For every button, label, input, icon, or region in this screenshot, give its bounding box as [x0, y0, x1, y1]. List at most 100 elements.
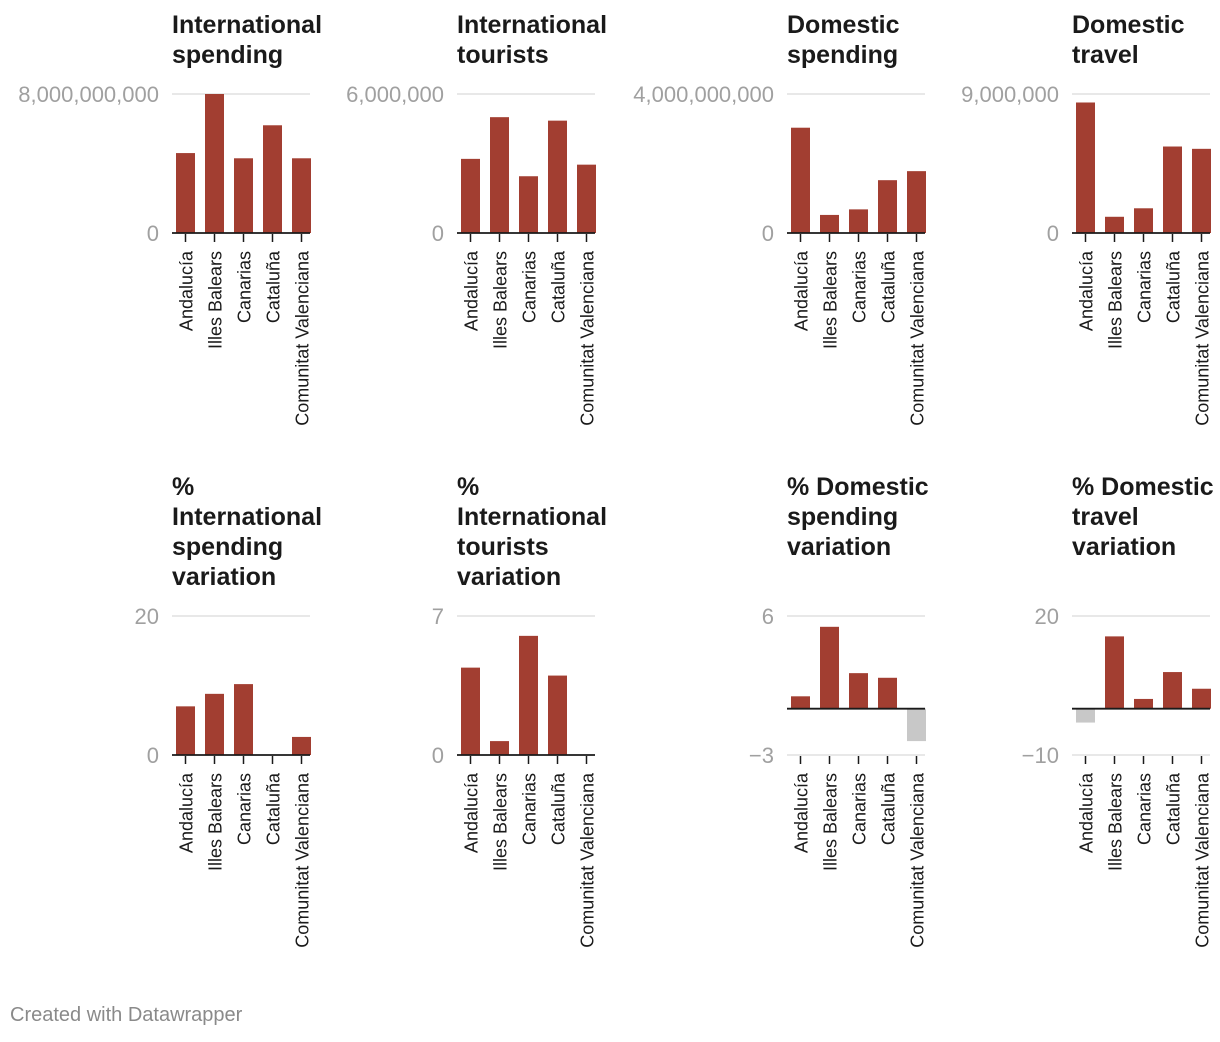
- x-tick-label: Illes Balears: [206, 251, 226, 349]
- y-tick-label: 7: [432, 604, 444, 629]
- x-tick-label: Comunitat Valenciana: [908, 772, 928, 948]
- bar: [234, 158, 253, 233]
- x-tick-label: Illes Balears: [821, 773, 841, 871]
- chart-title-line: International: [457, 503, 608, 531]
- bar: [263, 125, 282, 233]
- bar: [548, 120, 567, 233]
- bar: [1163, 672, 1182, 709]
- bar: [791, 127, 810, 233]
- x-tick-label: Cataluña: [1164, 250, 1184, 323]
- x-tick-label: Comunitat Valenciana: [293, 250, 313, 426]
- chart-title-line: Domestic: [1072, 11, 1185, 39]
- bar: [907, 708, 926, 742]
- x-tick-label: Comunitat Valenciana: [908, 250, 928, 426]
- x-tick-label: Andalucía: [177, 250, 197, 331]
- bar: [1134, 698, 1153, 709]
- y-tick-label: 8,000,000,000: [18, 82, 159, 107]
- x-tick-label: Cataluña: [549, 250, 569, 323]
- bar: [292, 158, 311, 233]
- chart-title-domestic-travel: Domestic travel: [1072, 10, 1185, 70]
- x-tick-label: Cataluña: [879, 250, 899, 323]
- bar: [490, 117, 509, 233]
- x-tick-label: Andalucía: [462, 772, 482, 853]
- chart-title-international-spending: International spending: [172, 10, 322, 70]
- y-tick-label: −3: [749, 743, 774, 768]
- attribution-footer: Created with Datawrapper: [10, 1004, 243, 1026]
- chart-title-line: %: [457, 473, 480, 501]
- y-tick-label: 4,000,000,000: [633, 82, 774, 107]
- chart-title-line: International: [172, 11, 323, 39]
- chart-title-international-tourists-variation: % International tourists variation: [457, 472, 607, 592]
- bar: [577, 164, 596, 233]
- y-tick-label: 6: [762, 604, 774, 629]
- x-tick-label: Andalucía: [1077, 250, 1097, 331]
- chart-title-line: Domestic: [787, 11, 900, 39]
- y-tick-label: 0: [147, 743, 159, 768]
- chart-title-line: International: [172, 503, 323, 531]
- bar: [490, 741, 509, 755]
- bar: [234, 684, 253, 755]
- bar: [820, 214, 839, 233]
- chart-title-domestic-spending: Domestic spending: [787, 10, 900, 70]
- x-tick-label: Comunitat Valenciana: [578, 772, 598, 948]
- x-tick-label: Canarias: [850, 251, 870, 323]
- x-tick-label: Canarias: [520, 773, 540, 845]
- bar: [461, 158, 480, 233]
- x-tick-label: Canarias: [850, 773, 870, 845]
- y-tick-label: 6,000,000: [346, 82, 444, 107]
- chart-title-line: variation: [1072, 533, 1177, 561]
- x-tick-label: Cataluña: [1164, 772, 1184, 845]
- bar: [1163, 146, 1182, 233]
- bar: [1105, 636, 1124, 709]
- chart-title-line: variation: [787, 533, 892, 561]
- chart-title-line: spending: [172, 41, 284, 69]
- chart-title-line: International: [457, 11, 608, 39]
- bar: [176, 153, 195, 233]
- bar: [1192, 148, 1211, 233]
- bar: [849, 673, 868, 709]
- x-tick-label: Andalucía: [177, 772, 197, 853]
- bar: [461, 667, 480, 755]
- chart-title-line: variation: [172, 563, 277, 591]
- x-tick-label: Canarias: [520, 251, 540, 323]
- x-tick-label: Canarias: [1135, 251, 1155, 323]
- y-tick-label: 0: [1047, 221, 1059, 246]
- chart-title-line: variation: [457, 563, 562, 591]
- x-tick-label: Cataluña: [264, 250, 284, 323]
- bar: [849, 209, 868, 233]
- y-tick-label: 20: [1035, 604, 1059, 629]
- chart-title-line: %: [172, 473, 195, 501]
- chart-title-line: travel: [1072, 41, 1139, 69]
- bar: [1134, 208, 1153, 233]
- chart-title-line: tourists: [457, 41, 549, 69]
- y-tick-label: 0: [147, 221, 159, 246]
- bar: [1076, 102, 1095, 233]
- chart-title-line: spending: [172, 533, 284, 561]
- bar: [292, 736, 311, 755]
- y-tick-label: 20: [135, 604, 159, 629]
- x-tick-label: Illes Balears: [491, 251, 511, 349]
- bar: [519, 176, 538, 233]
- bar: [548, 675, 567, 755]
- x-tick-label: Comunitat Valenciana: [578, 250, 598, 426]
- bar: [878, 677, 897, 709]
- x-tick-label: Cataluña: [879, 772, 899, 845]
- x-tick-label: Cataluña: [264, 772, 284, 845]
- bar: [1105, 216, 1124, 233]
- chart-title-domestic-spending-variation: % Domestic spending variation: [787, 472, 929, 562]
- x-tick-label: Comunitat Valenciana: [293, 772, 313, 948]
- y-tick-label: 0: [432, 221, 444, 246]
- x-tick-label: Andalucía: [462, 250, 482, 331]
- y-tick-label: −10: [1022, 743, 1059, 768]
- y-tick-label: 0: [432, 743, 444, 768]
- x-tick-label: Comunitat Valenciana: [1193, 772, 1213, 948]
- chart-title-international-spending-variation: % International spending variation: [172, 472, 322, 592]
- x-tick-label: Cataluña: [549, 772, 569, 845]
- chart-title-international-tourists: International tourists: [457, 10, 607, 70]
- x-tick-label: Canarias: [235, 251, 255, 323]
- bar: [791, 696, 810, 709]
- x-tick-label: Illes Balears: [1106, 773, 1126, 871]
- bar: [820, 626, 839, 709]
- chart-title-line: spending: [787, 41, 899, 69]
